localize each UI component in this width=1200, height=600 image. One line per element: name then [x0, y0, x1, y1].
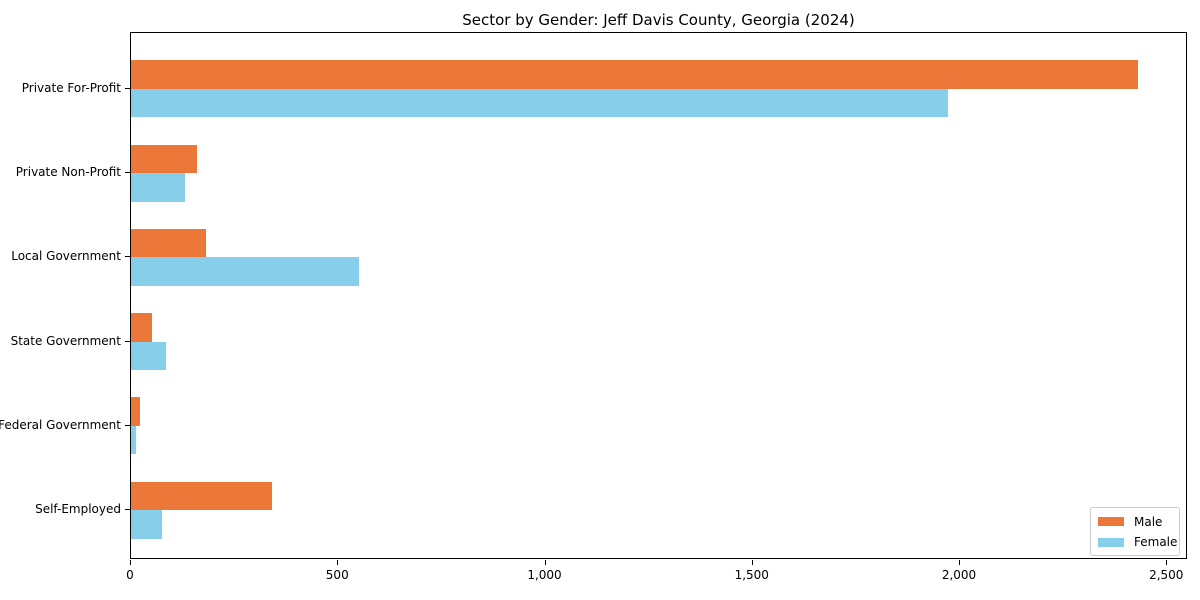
legend-row-female: Female	[1098, 535, 1177, 549]
x-tick-mark	[130, 560, 131, 565]
bar-male-0	[131, 60, 1139, 89]
legend: Male Female	[1090, 507, 1180, 556]
x-tick-mark	[1166, 560, 1167, 565]
bar-male-2	[131, 228, 206, 258]
y-tick-label: Federal Government	[0, 417, 121, 432]
x-tick-mark	[752, 560, 753, 565]
plot-area: Male Female	[130, 32, 1187, 559]
x-tick-label: 1,000	[527, 568, 562, 582]
y-tick-mark	[125, 509, 130, 510]
y-tick-label: State Government	[10, 333, 121, 348]
bar-female-1	[131, 173, 185, 202]
y-tick-label: Private For-Profit	[21, 80, 121, 95]
legend-swatch-female	[1098, 537, 1124, 547]
y-tick-mark	[125, 425, 130, 426]
bar-female-5	[131, 510, 163, 539]
bar-female-4	[131, 425, 136, 455]
y-tick-label: Self-Employed	[35, 502, 121, 517]
legend-label-male: Male	[1134, 514, 1163, 529]
bar-male-4	[131, 397, 141, 426]
y-tick-label: Local Government	[11, 249, 121, 264]
bar-male-1	[131, 144, 198, 173]
legend-label-female: Female	[1134, 535, 1178, 550]
y-tick-mark	[125, 341, 130, 342]
x-tick-mark	[959, 560, 960, 565]
y-tick-label: Private Non-Profit	[15, 165, 121, 179]
x-tick-label: 2,000	[941, 568, 977, 582]
legend-row-male: Male	[1098, 515, 1171, 529]
y-tick-mark	[125, 88, 130, 89]
legend-swatch-male	[1098, 517, 1124, 527]
bar-male-5	[131, 481, 272, 511]
x-tick-label: 500	[325, 568, 349, 582]
x-tick-mark	[545, 560, 546, 565]
x-tick-label: 0	[126, 568, 134, 582]
x-tick-label: 2,500	[1149, 568, 1184, 582]
bar-female-0	[131, 88, 948, 118]
bar-male-3	[131, 313, 152, 342]
y-tick-mark	[125, 256, 130, 257]
y-tick-mark	[125, 172, 130, 173]
x-tick-mark	[337, 560, 338, 565]
chart-title: Sector by Gender: Jeff Davis County, Geo…	[462, 11, 855, 29]
bar-female-3	[131, 341, 167, 371]
x-tick-label: 1,500	[734, 568, 769, 582]
bar-female-2	[131, 257, 359, 286]
